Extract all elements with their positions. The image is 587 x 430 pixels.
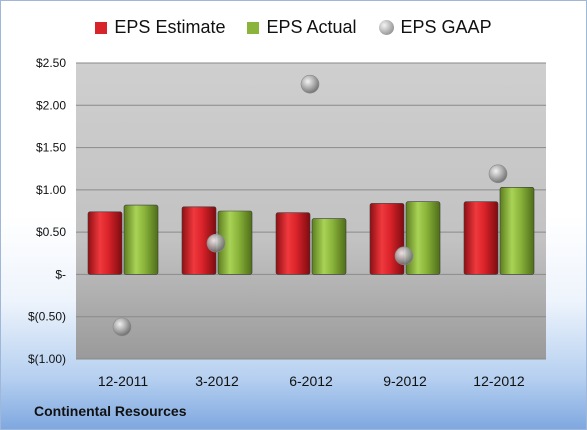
point-eps-gaap — [394, 246, 414, 266]
x-tick-label: 12-2011 — [98, 373, 149, 389]
y-tick-label: $(0.50) — [28, 310, 66, 324]
point-eps-gaap — [112, 317, 132, 337]
chart-legend: EPS Estimate EPS Actual EPS GAAP — [1, 17, 586, 38]
y-tick-label: $0.50 — [36, 225, 66, 239]
x-tick-label: 3-2012 — [195, 373, 239, 389]
x-tick-label: 9-2012 — [383, 373, 427, 389]
y-tick-label: $2.00 — [36, 98, 66, 112]
bar-eps-actual — [499, 187, 535, 275]
point-eps-gaap — [300, 74, 320, 94]
bar-eps-estimate — [463, 201, 499, 275]
y-tick-label: $(1.00) — [28, 352, 66, 366]
y-tick-label: $1.00 — [36, 183, 66, 197]
x-tick-label: 12-2012 — [473, 373, 525, 389]
bar-eps-actual — [311, 218, 347, 275]
bar-eps-actual — [123, 204, 159, 275]
legend-item-gaap: EPS GAAP — [378, 17, 492, 38]
point-eps-gaap — [206, 233, 226, 253]
legend-label-estimate: EPS Estimate — [114, 17, 226, 37]
legend-label-actual: EPS Actual — [266, 17, 357, 37]
x-tick-label: 6-2012 — [289, 373, 333, 389]
legend-swatch-actual — [247, 21, 260, 34]
company-name: Continental Resources — [34, 403, 187, 419]
legend-swatch-estimate — [95, 21, 108, 34]
point-eps-gaap — [488, 164, 508, 184]
y-tick-label: $- — [55, 267, 66, 281]
legend-swatch-gaap — [378, 20, 394, 35]
y-tick-label: $2.50 — [36, 56, 66, 70]
legend-item-actual: EPS Actual — [247, 17, 357, 38]
bar-eps-estimate — [369, 203, 405, 275]
bar-eps-estimate — [275, 212, 311, 275]
legend-label-gaap: EPS GAAP — [400, 17, 492, 37]
y-tick-label: $1.50 — [36, 141, 66, 155]
bar-eps-actual — [405, 201, 441, 275]
bar-eps-estimate — [87, 211, 123, 275]
legend-item-estimate: EPS Estimate — [95, 17, 225, 38]
